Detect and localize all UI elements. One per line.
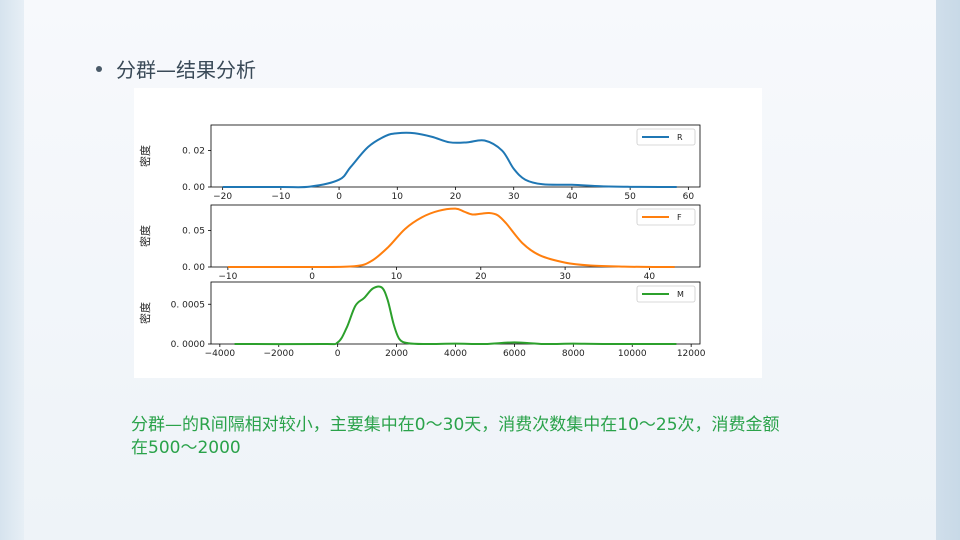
y-axis-title-r: 密度 <box>138 145 152 167</box>
y-axis-title-f: 密度 <box>138 225 152 247</box>
legend-label-f: F <box>677 213 682 222</box>
x-tick-label-m-2: 0 <box>335 349 341 359</box>
density-chart-figure: −20 −10 0 10 20 30 40 50 60 0. 00 0. 02 密度 R −10 0 10 20… <box>134 88 762 378</box>
legend-label-r: R <box>677 133 683 142</box>
x-tick-label-f-0: −10 <box>218 272 237 282</box>
y-tick-label-m-1: 0. 0005 <box>171 300 205 310</box>
caption-line-1: 分群—的R间隔相对较小，主要集中在0～30天，消费次数集中在10～25次，消费金… <box>131 415 780 435</box>
y-tick-label-r-0: 0. 00 <box>182 183 205 193</box>
x-tick-label-f-1: 0 <box>309 272 315 282</box>
x-tick-label-r-6: 40 <box>566 192 578 202</box>
plot-frame-r <box>210 124 701 188</box>
x-tick-label-f-4: 30 <box>559 272 571 282</box>
slide-heading: 分群—结果分析 <box>116 58 256 82</box>
plot-frame-f <box>210 204 701 268</box>
x-tick-label-m-7: 10000 <box>618 349 647 359</box>
y-tick-label-f-0: 0. 00 <box>182 263 205 273</box>
series-line-r <box>222 131 677 189</box>
x-tick-label-m-5: 6000 <box>503 349 526 359</box>
x-tick-label-r-7: 50 <box>624 192 636 202</box>
x-tick-label-m-1: −2000 <box>264 349 295 359</box>
x-tick-label-r-3: 10 <box>392 192 404 202</box>
x-tick-label-r-0: −20 <box>213 192 232 202</box>
bullet-dot-icon <box>96 65 102 72</box>
plot-frame-m <box>210 281 701 345</box>
density-charts-svg: −20 −10 0 10 20 30 40 50 60 0. 00 0. 02 密度 R −10 0 10 20… <box>138 124 706 359</box>
heading-row: 分群—结果分析 <box>96 54 256 83</box>
x-tick-label-r-5: 30 <box>508 192 520 202</box>
series-line-m <box>234 285 677 346</box>
series-line-f <box>227 207 675 269</box>
y-tick-label-f-1: 0. 05 <box>182 227 205 237</box>
legend-label-m: M <box>677 290 684 299</box>
y-tick-label-m-0: 0. 0000 <box>171 340 206 350</box>
x-tick-label-m-4: 4000 <box>444 349 467 359</box>
caption-line-2: 在500～2000 <box>131 438 241 458</box>
x-tick-label-m-3: 2000 <box>385 349 408 359</box>
x-tick-label-r-1: −10 <box>271 192 290 202</box>
x-tick-label-r-2: 0 <box>336 192 342 202</box>
x-tick-label-m-6: 8000 <box>562 349 585 359</box>
y-tick-label-r-1: 0. 02 <box>182 147 205 157</box>
analysis-caption: 分群—的R间隔相对较小，主要集中在0～30天，消费次数集中在10～25次，消费金… <box>131 414 891 460</box>
x-tick-label-m-8: 12000 <box>677 349 706 359</box>
x-tick-label-m-0: −4000 <box>205 349 236 359</box>
x-tick-label-f-2: 10 <box>391 272 403 282</box>
x-tick-label-f-3: 20 <box>475 272 487 282</box>
x-tick-label-r-4: 20 <box>450 192 462 202</box>
x-tick-label-r-8: 60 <box>683 192 695 202</box>
y-axis-title-m: 密度 <box>138 302 152 324</box>
x-tick-label-f-5: 40 <box>644 272 656 282</box>
